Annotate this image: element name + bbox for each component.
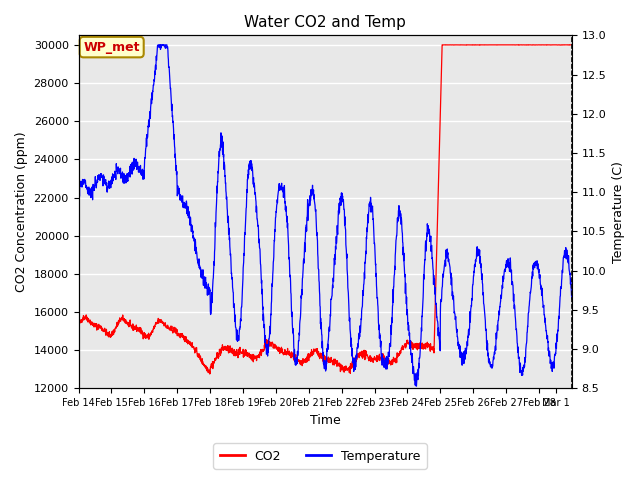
Title: Water CO2 and Temp: Water CO2 and Temp [244,15,406,30]
Y-axis label: CO2 Concentration (ppm): CO2 Concentration (ppm) [15,132,28,292]
Legend: CO2, Temperature: CO2, Temperature [213,444,427,469]
Y-axis label: Temperature (C): Temperature (C) [612,161,625,263]
X-axis label: Time: Time [310,414,340,427]
Text: WP_met: WP_met [83,41,140,54]
